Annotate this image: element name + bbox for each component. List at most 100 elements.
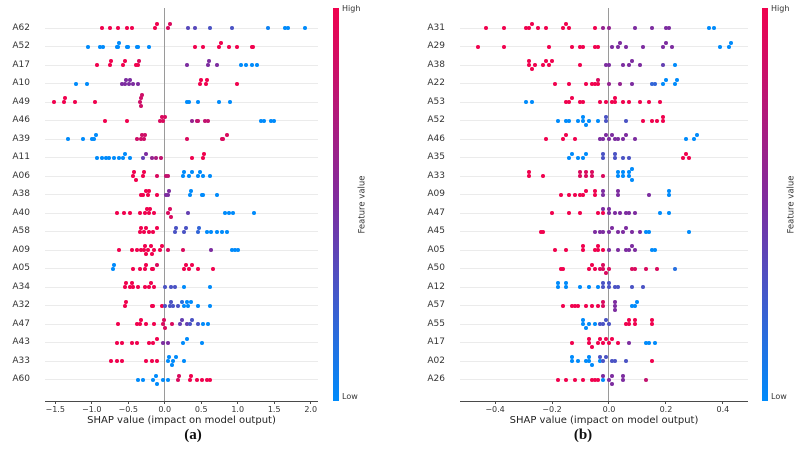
data-point bbox=[632, 248, 637, 252]
data-point bbox=[601, 377, 606, 382]
data-point bbox=[135, 81, 140, 86]
data-point bbox=[669, 44, 674, 49]
data-point bbox=[207, 377, 212, 382]
data-point bbox=[564, 100, 569, 104]
data-point bbox=[161, 318, 166, 322]
data-point bbox=[159, 303, 164, 308]
data-point bbox=[581, 377, 586, 382]
x-axis-title: SHAP value (impact on model output) bbox=[87, 415, 276, 426]
data-point bbox=[259, 118, 264, 123]
data-point bbox=[663, 40, 668, 45]
data-point bbox=[615, 229, 620, 234]
data-point bbox=[601, 303, 606, 308]
data-point bbox=[578, 285, 583, 289]
data-point bbox=[127, 211, 132, 215]
data-point bbox=[615, 137, 620, 141]
data-point bbox=[592, 229, 597, 234]
data-point bbox=[598, 229, 603, 234]
data-point bbox=[130, 266, 135, 271]
data-point bbox=[575, 155, 580, 160]
data-point bbox=[569, 44, 574, 49]
data-point bbox=[119, 81, 124, 86]
data-point bbox=[124, 77, 129, 82]
data-point bbox=[89, 137, 94, 141]
data-point bbox=[595, 248, 600, 252]
data-point bbox=[604, 270, 609, 275]
data-point bbox=[134, 340, 139, 345]
data-point bbox=[121, 211, 126, 215]
feature-label: A40 bbox=[12, 207, 30, 218]
data-point bbox=[569, 151, 574, 156]
data-point bbox=[140, 155, 145, 160]
data-point bbox=[91, 137, 96, 141]
data-point bbox=[632, 303, 637, 308]
data-point bbox=[658, 211, 663, 215]
data-point bbox=[641, 118, 646, 123]
data-point bbox=[182, 229, 187, 234]
x-axis-line bbox=[460, 401, 748, 402]
data-point bbox=[624, 133, 629, 137]
x-axis-line bbox=[45, 401, 318, 402]
data-point bbox=[626, 248, 631, 252]
data-point bbox=[187, 192, 192, 197]
data-point bbox=[538, 229, 543, 234]
data-point bbox=[581, 318, 586, 322]
data-point bbox=[552, 248, 557, 252]
data-point bbox=[587, 336, 592, 341]
data-point bbox=[188, 188, 193, 193]
data-point bbox=[606, 63, 611, 67]
data-point bbox=[581, 44, 586, 49]
data-point bbox=[205, 77, 210, 82]
data-point bbox=[182, 266, 187, 271]
data-point bbox=[649, 322, 654, 326]
data-point bbox=[117, 248, 122, 252]
row-gridline bbox=[45, 83, 318, 84]
data-point bbox=[601, 359, 606, 363]
data-point bbox=[286, 26, 291, 30]
data-point bbox=[621, 155, 626, 160]
data-point bbox=[632, 266, 637, 271]
data-point bbox=[98, 44, 103, 49]
data-point bbox=[558, 192, 563, 197]
data-point bbox=[581, 100, 586, 104]
data-point bbox=[584, 151, 589, 156]
data-point bbox=[626, 322, 631, 326]
data-point bbox=[141, 137, 146, 141]
data-point bbox=[592, 44, 597, 49]
data-point bbox=[672, 266, 677, 271]
feature-label: A38 bbox=[427, 59, 445, 70]
data-point bbox=[80, 137, 85, 141]
data-point bbox=[635, 299, 640, 304]
data-point bbox=[624, 44, 629, 49]
data-point bbox=[581, 118, 586, 123]
data-point bbox=[131, 285, 136, 289]
data-point bbox=[94, 63, 99, 67]
data-point bbox=[595, 118, 600, 123]
feature-label: A22 bbox=[427, 78, 445, 88]
data-point bbox=[169, 299, 174, 304]
data-point bbox=[186, 100, 191, 104]
data-point bbox=[202, 151, 207, 156]
data-point bbox=[589, 303, 594, 308]
data-point bbox=[618, 211, 623, 215]
data-point bbox=[615, 340, 620, 345]
data-point bbox=[621, 377, 626, 382]
data-point bbox=[158, 118, 163, 123]
data-point bbox=[592, 81, 597, 86]
data-point bbox=[129, 281, 134, 285]
data-point bbox=[189, 262, 194, 267]
data-point bbox=[567, 192, 572, 197]
feature-label: A52 bbox=[427, 115, 445, 125]
data-point bbox=[644, 266, 649, 271]
x-tick-mark bbox=[665, 401, 667, 404]
data-point bbox=[615, 192, 620, 197]
data-point bbox=[606, 207, 611, 211]
data-point bbox=[666, 26, 671, 30]
data-point bbox=[612, 359, 617, 363]
data-point bbox=[155, 381, 160, 386]
data-point bbox=[126, 81, 131, 86]
data-point bbox=[530, 100, 535, 104]
data-point bbox=[484, 26, 489, 30]
data-point bbox=[128, 77, 133, 82]
